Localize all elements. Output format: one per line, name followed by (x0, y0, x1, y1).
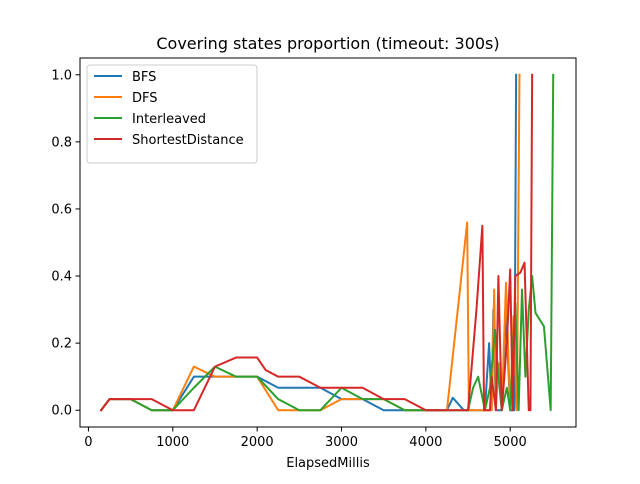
x-axis-label: ElapsedMillis (286, 456, 370, 471)
x-tick-label: 1000 (156, 435, 189, 450)
legend-box (86, 64, 258, 164)
y-tick-label: 0.6 (51, 202, 72, 217)
y-tick-label: 1.0 (51, 68, 72, 83)
x-tick-label: 5000 (494, 435, 527, 450)
legend-label-interleaved: Interleaved (132, 112, 206, 127)
y-axis: 0.0 0.2 0.4 0.6 0.8 1.0 (51, 68, 80, 419)
x-tick-label: 3000 (325, 435, 358, 450)
legend-label-bfs: BFS (132, 70, 156, 85)
legend: BFS DFS Interleaved ShortestDistance (86, 64, 258, 164)
legend-label-shortestdistance: ShortestDistance (132, 133, 244, 148)
x-axis: 0 1000 2000 3000 4000 5000 (84, 427, 527, 450)
y-tick-label: 0.8 (51, 135, 72, 150)
series-layer (99, 73, 555, 412)
x-tick-label: 4000 (409, 435, 442, 450)
legend-label-dfs: DFS (132, 91, 158, 106)
series-line-interleaved (99, 73, 555, 412)
y-tick-label: 0.0 (51, 404, 72, 419)
y-tick-label: 0.2 (51, 337, 72, 352)
y-tick-label: 0.4 (51, 270, 72, 285)
plot-area-frame (79, 57, 577, 428)
x-tick-label: 2000 (241, 435, 274, 450)
chart-title: Covering states proportion (timeout: 300… (156, 34, 499, 53)
x-tick-label: 0 (84, 435, 92, 450)
series-line-shortestdistance (99, 73, 534, 412)
